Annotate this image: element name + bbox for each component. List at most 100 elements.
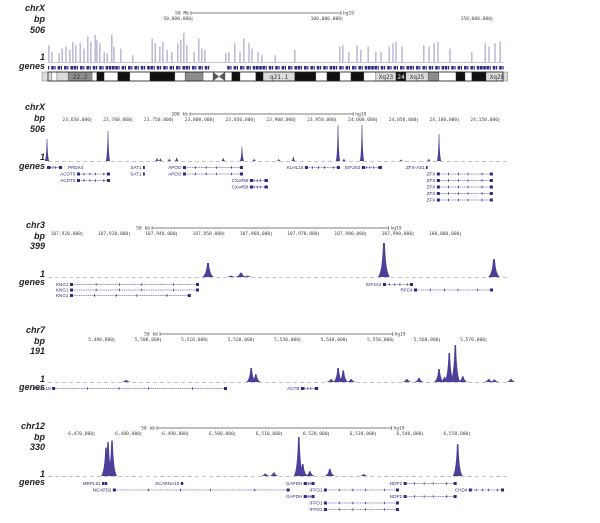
gene-exon xyxy=(69,288,73,292)
gene-exon xyxy=(55,166,57,169)
signal-peak xyxy=(107,440,118,476)
ruler-tick-label: 5,540,000 xyxy=(321,337,346,343)
gene-exon xyxy=(467,198,469,202)
signal-spike xyxy=(154,43,156,62)
gene-model[interactable]: APOO xyxy=(168,171,243,176)
signal-spike xyxy=(225,53,227,62)
gene-exon xyxy=(482,488,483,492)
gene-exon xyxy=(300,387,304,390)
gene-model[interactable]: SCARNA10 xyxy=(155,481,184,486)
gene-model[interactable]: ACTB xyxy=(287,386,319,391)
signal-spike xyxy=(248,43,250,62)
gene-exon xyxy=(388,283,390,286)
gene-block xyxy=(195,66,197,70)
gene-name-label: NCAPD2 xyxy=(93,487,112,492)
signal-peak xyxy=(401,379,412,382)
gene-exon xyxy=(446,495,447,498)
gene-exon xyxy=(115,294,117,297)
gene-model[interactable]: NCAPD2 xyxy=(93,487,290,492)
gene-model[interactable]: GAPDH xyxy=(286,494,315,499)
max-value-label: 506 xyxy=(30,25,46,35)
gene-model[interactable]: KNG1 xyxy=(56,282,199,287)
gene-block xyxy=(192,66,195,70)
ruler-tick-label: 107,920,000 xyxy=(51,231,82,237)
gene-exon xyxy=(181,482,184,485)
gene-model[interactable]: ZFX xyxy=(427,178,493,183)
gene-model[interactable]: ZFX-AS1 xyxy=(406,165,428,170)
gene-exon xyxy=(432,482,434,485)
gene-model[interactable]: IFFO1 xyxy=(309,500,399,505)
gene-exon xyxy=(352,501,354,505)
signal-spike xyxy=(132,55,134,62)
gene-model[interactable]: ZFX xyxy=(427,197,493,202)
signal-spike xyxy=(180,39,182,62)
gene-exon xyxy=(256,179,258,182)
gene-exon xyxy=(89,172,91,176)
signal-spike xyxy=(183,33,185,62)
signal-spike xyxy=(69,49,71,62)
gene-model[interactable]: PRDX4 xyxy=(47,165,84,170)
ruler-tick-label: 24,000,000 xyxy=(348,117,376,123)
gene-model[interactable]: FBXL18 xyxy=(34,386,227,391)
ideogram-band xyxy=(91,71,98,82)
gene-exon xyxy=(259,185,261,189)
gene-model[interactable]: RFC4 xyxy=(401,287,494,292)
gene-model[interactable]: NOP2 xyxy=(390,481,457,486)
gene-exon xyxy=(489,172,493,176)
gene-exon xyxy=(307,482,309,485)
gene-model[interactable]: KNG1 xyxy=(56,293,191,298)
gene-model[interactable]: KNG1 xyxy=(56,287,199,292)
ruler-tick-label: 23,850,000 xyxy=(226,117,254,123)
gene-model[interactable]: ACOT9 xyxy=(60,178,111,183)
gene-exon xyxy=(205,172,207,176)
gene-model[interactable]: IFFO1 xyxy=(309,507,399,512)
gene-model[interactable]: GAPDH xyxy=(286,481,315,486)
gene-model[interactable]: ZFX xyxy=(427,184,493,189)
signal-spike xyxy=(61,48,63,62)
gene-exon xyxy=(372,166,374,169)
ruler-tick-label: 24,050,000 xyxy=(389,117,417,123)
gene-model[interactable]: ACOT9 xyxy=(60,171,111,176)
gene-block xyxy=(374,66,377,70)
gene-model[interactable]: KLHL15 xyxy=(287,165,340,170)
signal-peak xyxy=(220,158,226,161)
signal-spike xyxy=(58,53,60,62)
gene-model[interactable]: ZFX xyxy=(427,191,493,196)
gene-model[interactable]: MRPL51 xyxy=(83,481,108,486)
gene-model[interactable]: SAT1 xyxy=(130,165,145,170)
gene-exon xyxy=(453,495,457,498)
gene-model[interactable]: SAT1 xyxy=(130,171,145,176)
signal-spike xyxy=(151,38,153,62)
gene-exon xyxy=(89,179,91,182)
gene-exon xyxy=(477,288,479,292)
ruler-tick-label: 5,500,000 xyxy=(135,337,160,343)
signal-peak xyxy=(346,379,357,382)
gene-model[interactable]: APOO xyxy=(168,165,243,170)
gene-model[interactable]: EIF4A2 xyxy=(366,282,413,287)
gene-exon xyxy=(458,192,459,195)
gene-block xyxy=(252,66,256,70)
gene-exon xyxy=(448,172,449,176)
gene-name-label: SAT1 xyxy=(130,171,142,176)
gene-model[interactable]: ZFX xyxy=(427,171,493,176)
gene-exon xyxy=(403,495,407,498)
gene-exon xyxy=(104,482,108,485)
gene-model[interactable]: EIF2S3 xyxy=(345,165,382,170)
ideogram-band xyxy=(41,71,53,82)
gene-model[interactable]: CHD4 xyxy=(455,487,505,492)
gene-model[interactable]: NOP2 xyxy=(390,494,457,499)
gene-exon xyxy=(52,166,54,169)
gene-model[interactable]: CXorf58 xyxy=(232,184,268,189)
gene-model[interactable]: IFFO1 xyxy=(309,487,399,492)
signal-spike xyxy=(360,49,362,62)
gene-block xyxy=(272,66,274,70)
gene-block xyxy=(329,66,333,70)
gene-exon xyxy=(107,172,111,176)
gene-exon xyxy=(467,192,469,195)
gene-exon xyxy=(253,179,255,182)
signal-spike xyxy=(177,43,179,62)
gene-model[interactable]: CXorf58 xyxy=(232,178,268,183)
gene-name-label: ZFX xyxy=(427,191,436,196)
gene-block xyxy=(486,66,489,70)
